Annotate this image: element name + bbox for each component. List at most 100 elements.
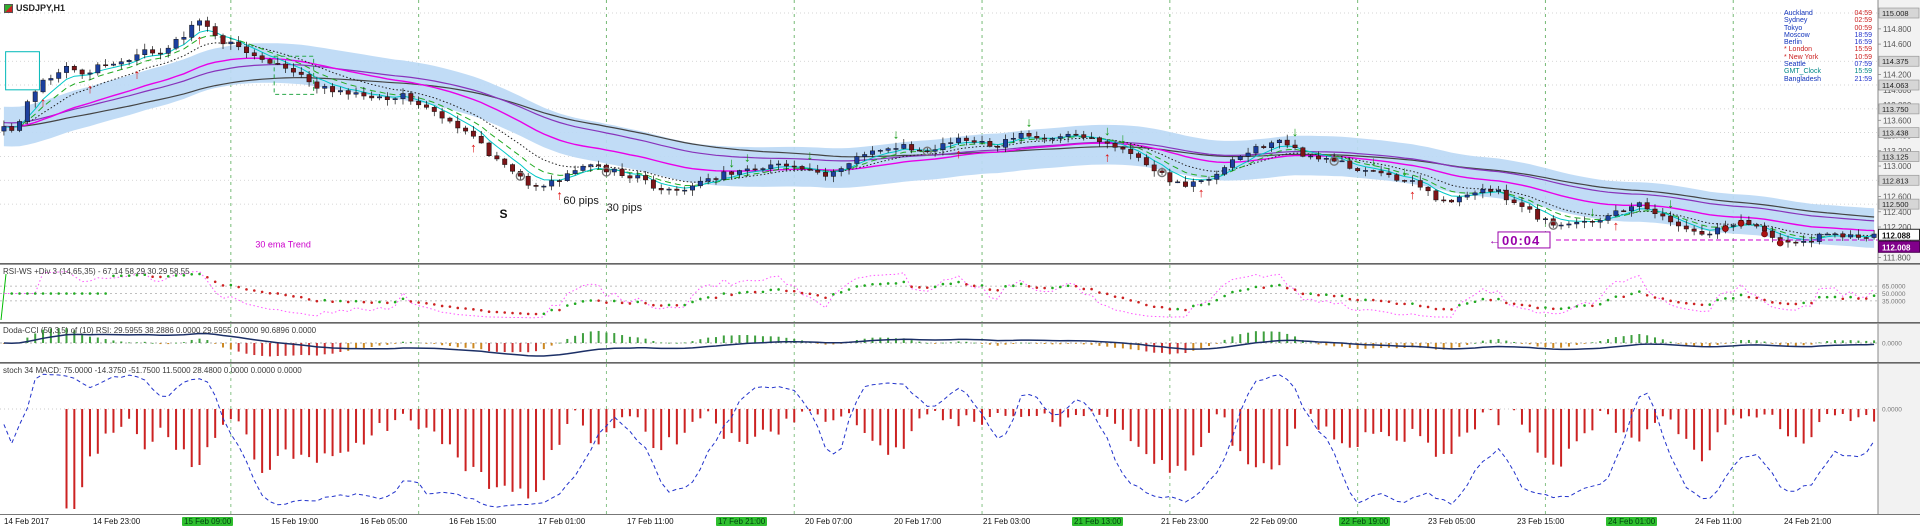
svg-text:↑: ↑ bbox=[1613, 218, 1620, 233]
svg-text:↓: ↓ bbox=[1292, 124, 1299, 139]
session-time: 00:59 bbox=[1854, 24, 1872, 32]
momentum-histogram bbox=[65, 409, 1876, 509]
svg-text:114.800: 114.800 bbox=[1883, 25, 1912, 34]
session-city: Bangladesh bbox=[1784, 75, 1821, 83]
svg-text:00:04: 00:04 bbox=[1502, 233, 1540, 248]
grid-layer bbox=[0, 0, 1878, 263]
stoch-pane-label: stoch 34 MACD: 75.0000 -14.3750 -51.7500… bbox=[3, 366, 302, 375]
svg-text:↓: ↓ bbox=[1589, 204, 1596, 219]
svg-text:↓: ↓ bbox=[728, 155, 735, 170]
session-city: Seattle bbox=[1784, 61, 1806, 69]
session-time: 18:59 bbox=[1854, 31, 1872, 39]
time-axis-label: 17 Feb 01:00 bbox=[538, 517, 586, 526]
svg-text:↓: ↓ bbox=[893, 127, 900, 142]
time-axis-label: 23 Feb 05:00 bbox=[1428, 517, 1476, 526]
session-row: Berlin 16:59 bbox=[1784, 39, 1872, 46]
time-axis-label: 22 Feb 19:00 bbox=[1339, 517, 1391, 526]
svg-text:114.200: 114.200 bbox=[1883, 71, 1912, 80]
svg-text:113.750: 113.750 bbox=[1882, 105, 1909, 114]
time-axis-label: 17 Feb 11:00 bbox=[627, 517, 674, 526]
svg-text:↑: ↑ bbox=[40, 94, 47, 109]
session-time: 21:59 bbox=[1854, 75, 1872, 83]
time-axis-label: 15 Feb 19:00 bbox=[271, 517, 319, 526]
time-axis-label: 22 Feb 09:00 bbox=[1250, 517, 1298, 526]
svg-text:S: S bbox=[500, 207, 508, 221]
svg-text:↓: ↓ bbox=[1667, 195, 1674, 210]
time-axis-label: 21 Feb 23:00 bbox=[1161, 517, 1209, 526]
svg-text:112.008: 112.008 bbox=[1882, 243, 1911, 252]
session-time: 16:59 bbox=[1854, 39, 1872, 47]
svg-text:113.125: 113.125 bbox=[1882, 153, 1909, 162]
rsi-dots-series bbox=[10, 272, 1876, 316]
session-time: 02:59 bbox=[1854, 17, 1872, 25]
session-row: Moscow 18:59 bbox=[1784, 32, 1872, 39]
svg-text:35.0000: 35.0000 bbox=[1882, 298, 1906, 305]
svg-text:112.088: 112.088 bbox=[1882, 231, 1911, 240]
session-city: Tokyo bbox=[1784, 24, 1803, 32]
symbol-label: USDJPY,H1 bbox=[4, 3, 65, 13]
session-row: Auckland 04:59 bbox=[1784, 10, 1872, 17]
svg-text:↑: ↑ bbox=[1409, 187, 1416, 202]
session-city: GMT_Clock bbox=[1784, 68, 1821, 76]
price-scale[interactable]: 115.000114.800114.600114.400114.200114.0… bbox=[1877, 0, 1920, 263]
svg-text:65.0000: 65.0000 bbox=[1882, 284, 1906, 291]
svg-text:30 pips: 30 pips bbox=[607, 202, 643, 214]
ma-cloud-band bbox=[3, 43, 1875, 248]
pane-separator[interactable] bbox=[0, 514, 1920, 515]
time-axis-label: 16 Feb 15:00 bbox=[449, 517, 497, 526]
svg-text:↑: ↑ bbox=[134, 67, 141, 82]
svg-text:112.400: 112.400 bbox=[1883, 208, 1912, 217]
session-city: * London bbox=[1784, 46, 1813, 54]
svg-text:115.008: 115.008 bbox=[1882, 9, 1909, 18]
svg-text:111.800: 111.800 bbox=[1883, 253, 1911, 262]
svg-text:↑: ↑ bbox=[955, 146, 962, 161]
svg-text:30 ema Trend: 30 ema Trend bbox=[255, 240, 311, 250]
moving-averages-layer bbox=[3, 29, 1875, 241]
svg-text:113.438: 113.438 bbox=[1882, 129, 1909, 138]
time-axis-label: 15 Feb 09:00 bbox=[182, 517, 234, 526]
session-city: Moscow bbox=[1784, 31, 1810, 39]
svg-text:↓: ↓ bbox=[744, 149, 751, 164]
session-city: * New York bbox=[1784, 53, 1819, 61]
time-axis-label: 24 Feb 21:00 bbox=[1784, 517, 1832, 526]
pane-separator[interactable] bbox=[0, 322, 1920, 324]
time-axis-label: 24 Feb 01:00 bbox=[1606, 517, 1658, 526]
svg-text:113.600: 113.600 bbox=[1883, 116, 1912, 125]
session-row: Seattle 07:59 bbox=[1784, 61, 1872, 68]
session-city: Berlin bbox=[1784, 39, 1802, 47]
time-axis-label: 20 Feb 17:00 bbox=[894, 517, 942, 526]
svg-text:113.000: 113.000 bbox=[1883, 162, 1912, 171]
price-scale[interactable]: 0.0000 bbox=[1877, 324, 1920, 362]
svg-text:↓: ↓ bbox=[1120, 130, 1127, 145]
svg-text:↓: ↓ bbox=[807, 147, 814, 162]
price-scale[interactable]: 0.0000 bbox=[1877, 364, 1920, 514]
time-axis-label: 14 Feb 23:00 bbox=[93, 517, 141, 526]
svg-text:0.0000: 0.0000 bbox=[1882, 407, 1902, 414]
cci-pane-canvas[interactable]: 0.0000 bbox=[0, 324, 1920, 362]
svg-text:↓: ↓ bbox=[1104, 123, 1111, 138]
svg-text:↓: ↓ bbox=[1370, 154, 1377, 169]
time-axis-label: 23 Feb 15:00 bbox=[1517, 517, 1565, 526]
svg-text:112.500: 112.500 bbox=[1882, 200, 1909, 209]
svg-text:112.200: 112.200 bbox=[1883, 223, 1912, 232]
session-row: GMT_Clock 15:59 bbox=[1784, 68, 1872, 75]
time-axis-label: 17 Feb 21:00 bbox=[716, 517, 768, 526]
session-row: * London 15:59 bbox=[1784, 46, 1872, 53]
time-axis[interactable]: 14 Feb 2017 14 Feb 23:00 15 Feb 09:00 15 Fe… bbox=[0, 515, 1920, 528]
svg-text:114.600: 114.600 bbox=[1883, 40, 1912, 49]
time-axis-label: 21 Feb 13:00 bbox=[1072, 517, 1124, 526]
time-axis-label: 16 Feb 05:00 bbox=[360, 517, 408, 526]
session-time: 15:59 bbox=[1854, 46, 1872, 54]
stoch-pane-canvas[interactable]: 0.0000 bbox=[0, 364, 1920, 514]
rsi-pane-label: RSI-WS +Div 3 (14,65,35) - 67.14 58.29 3… bbox=[3, 267, 190, 276]
pane-separator[interactable] bbox=[0, 362, 1920, 364]
symbol-text: USDJPY,H1 bbox=[16, 3, 66, 13]
session-city: Auckland bbox=[1784, 10, 1813, 17]
time-axis-label: 14 Feb 2017 bbox=[4, 517, 49, 526]
pane-separator[interactable] bbox=[0, 263, 1920, 265]
svg-text:50.0000: 50.0000 bbox=[1882, 291, 1906, 298]
